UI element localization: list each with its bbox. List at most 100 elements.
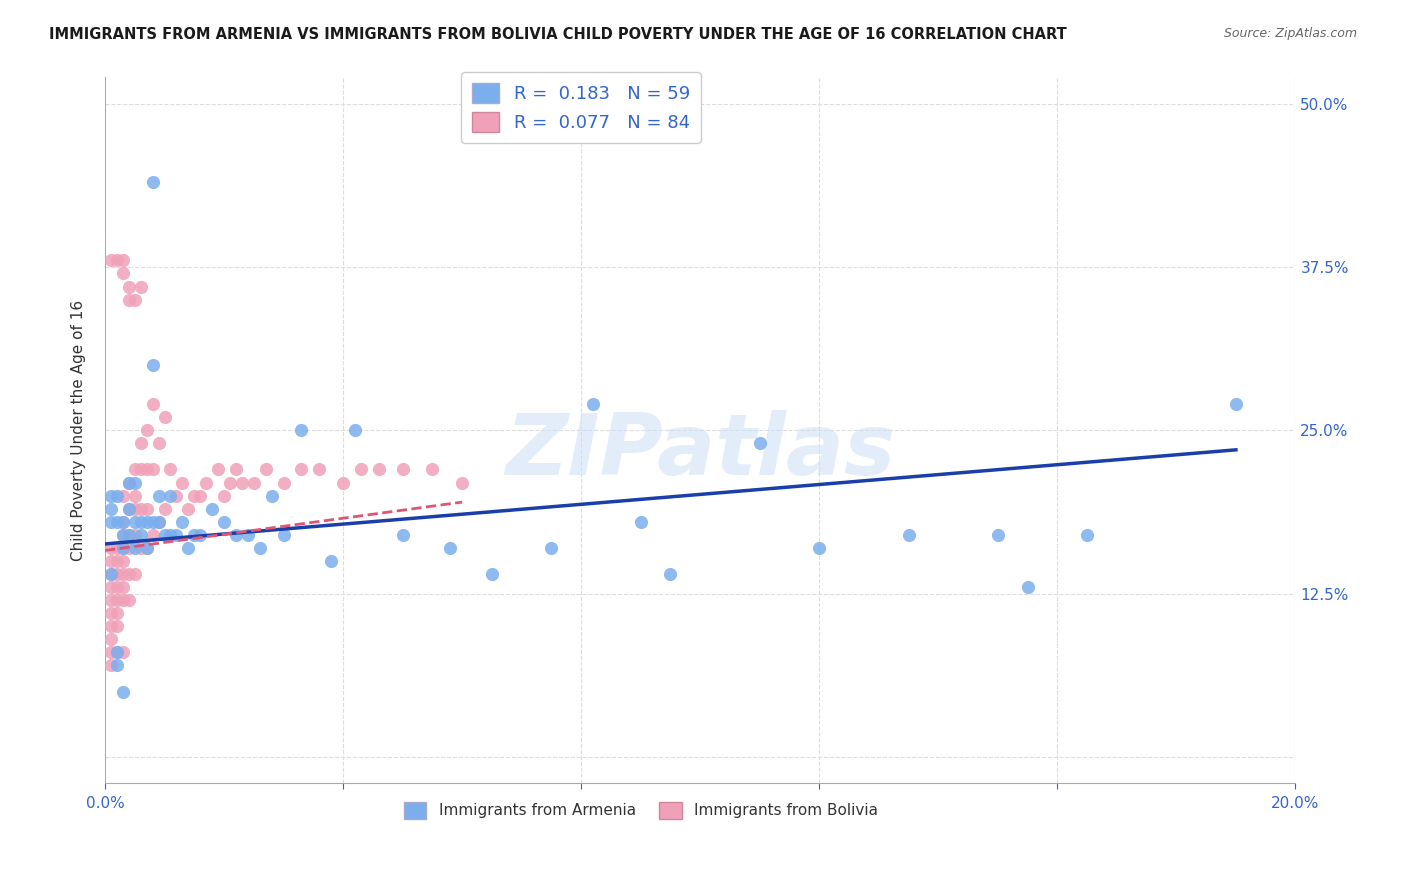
Point: [195, 475, 218, 490]
Point: [105, 593, 128, 607]
Point: [111, 528, 134, 542]
Point: [111, 528, 134, 542]
Point: [118, 293, 141, 307]
Point: [111, 515, 134, 529]
Point: [129, 279, 152, 293]
Point: [142, 175, 165, 189]
Point: [225, 462, 247, 476]
Point: [188, 489, 211, 503]
Point: [367, 462, 389, 476]
Point: [124, 528, 146, 542]
Point: [111, 267, 134, 281]
Point: [219, 475, 242, 490]
Point: [142, 515, 165, 529]
Point: [111, 554, 134, 568]
Point: [236, 528, 259, 542]
Point: [142, 462, 165, 476]
Point: [118, 566, 141, 581]
Point: [172, 475, 194, 490]
Point: [129, 528, 152, 542]
Point: [124, 489, 146, 503]
Point: [111, 645, 134, 659]
Point: [118, 475, 141, 490]
Point: [135, 541, 157, 555]
Point: [183, 528, 205, 542]
Point: [135, 515, 157, 529]
Point: [111, 541, 134, 555]
Point: [540, 541, 562, 555]
Point: [124, 541, 146, 555]
Point: [100, 253, 122, 268]
Point: [343, 423, 366, 437]
Point: [111, 684, 134, 698]
Point: [391, 528, 413, 542]
Point: [100, 606, 122, 620]
Point: [135, 541, 157, 555]
Point: [350, 462, 373, 476]
Point: [105, 619, 128, 633]
Point: [142, 358, 165, 372]
Point: [105, 489, 128, 503]
Point: [118, 501, 141, 516]
Point: [148, 515, 170, 529]
Point: [100, 645, 122, 659]
Point: [100, 658, 122, 673]
Point: [100, 554, 122, 568]
Point: [105, 554, 128, 568]
Point: [159, 528, 181, 542]
Point: [153, 528, 176, 542]
Point: [105, 606, 128, 620]
Point: [207, 462, 229, 476]
Point: [148, 489, 170, 503]
Point: [290, 462, 312, 476]
Point: [129, 501, 152, 516]
Point: [129, 436, 152, 450]
Point: [100, 566, 122, 581]
Point: [321, 554, 343, 568]
Point: [391, 462, 413, 476]
Point: [100, 489, 122, 503]
Point: [111, 515, 134, 529]
Point: [100, 593, 122, 607]
Point: [105, 566, 128, 581]
Point: [118, 501, 141, 516]
Point: [100, 541, 122, 555]
Text: Source: ZipAtlas.com: Source: ZipAtlas.com: [1223, 27, 1357, 40]
Point: [111, 580, 134, 594]
Point: [808, 541, 831, 555]
Point: [148, 436, 170, 450]
Point: [142, 528, 165, 542]
Point: [135, 462, 157, 476]
Point: [177, 501, 200, 516]
Point: [105, 253, 128, 268]
Legend: Immigrants from Armenia, Immigrants from Bolivia: Immigrants from Armenia, Immigrants from…: [398, 796, 884, 825]
Point: [105, 645, 128, 659]
Point: [308, 462, 330, 476]
Point: [225, 528, 247, 542]
Point: [165, 489, 187, 503]
Point: [135, 423, 157, 437]
Point: [118, 279, 141, 293]
Point: [451, 475, 474, 490]
Point: [100, 566, 122, 581]
Point: [142, 397, 165, 411]
Point: [124, 566, 146, 581]
Point: [129, 541, 152, 555]
Point: [124, 501, 146, 516]
Point: [201, 501, 224, 516]
Point: [177, 541, 200, 555]
Point: [118, 593, 141, 607]
Point: [254, 462, 277, 476]
Point: [153, 410, 176, 425]
Point: [100, 619, 122, 633]
Point: [111, 593, 134, 607]
Point: [1225, 397, 1247, 411]
Point: [124, 462, 146, 476]
Point: [188, 528, 211, 542]
Point: [118, 528, 141, 542]
Point: [105, 645, 128, 659]
Point: [748, 436, 770, 450]
Point: [630, 515, 652, 529]
Point: [100, 515, 122, 529]
Point: [212, 515, 235, 529]
